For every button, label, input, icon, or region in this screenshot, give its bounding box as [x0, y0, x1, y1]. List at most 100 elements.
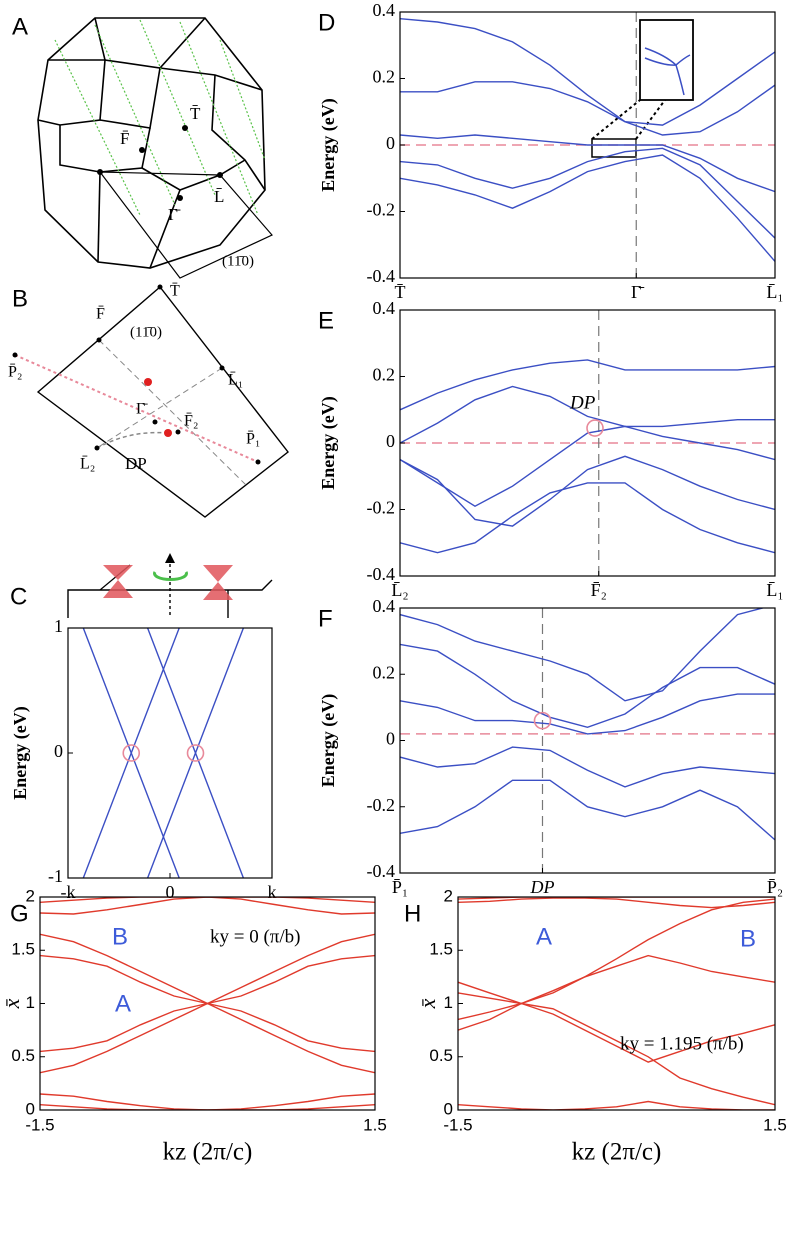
band-line: [400, 779, 775, 841]
y-tick-label: 1: [444, 993, 453, 1012]
panel-label: E: [318, 307, 334, 334]
annotation: ky = 0 (π/b): [210, 926, 301, 947]
b-dashed: [96, 339, 247, 486]
band-line: [40, 897, 375, 903]
y-tick-label: 0.4: [373, 0, 396, 20]
panel-label: H: [404, 900, 421, 927]
label: Γ̄: [168, 205, 181, 224]
y-tick-label: 0.2: [373, 67, 396, 87]
x-tick-label: 1.5: [363, 1115, 387, 1134]
y-tick-label: -0.2: [367, 498, 396, 518]
y-tick-label: 0: [26, 1099, 35, 1118]
panel-label: C: [10, 583, 27, 610]
x-tick-label: L̄₁: [766, 580, 783, 600]
series-group: [40, 897, 375, 1110]
d-inset: [591, 19, 694, 158]
y-tick-label: 0.2: [373, 365, 396, 385]
band-line: [400, 455, 775, 527]
band-line: [146, 628, 245, 878]
x-tick-label: -k: [61, 882, 76, 902]
label: P̄₂: [8, 364, 22, 381]
panel: D -0.4 -0.2 0 0.2 0.4 T̄ Γ̄ L̄₁ Energy (eV): [318, 0, 784, 302]
x-axis-label: kz (2π/c): [163, 1139, 253, 1166]
label: Γ̄: [136, 401, 148, 418]
y-tick-label: -0.4: [367, 266, 396, 286]
band-line: [40, 1104, 375, 1110]
panel: E -0.4 -0.2 0 0.2 0.4 L̄₂ F̄₂ L̄₁ Energy (eV) DP: [318, 298, 784, 600]
y-tick-label: 0.4: [373, 298, 396, 318]
y-tick-label: -0.2: [367, 200, 396, 220]
diagram-a-labels: T̄ F̄ Γ̄ L̄ (11̄0): [120, 104, 254, 270]
y-tick-label: -0.4: [367, 564, 396, 584]
y-tick-label: 1.5: [429, 940, 453, 959]
y-tick-label: 0.5: [11, 1046, 35, 1065]
x-tick-label: F̄₂: [591, 580, 607, 600]
band-line: [400, 359, 775, 411]
panel: G 0 0.5 1 1.5 2 -1.5 1.5 x̄ kz (2π/c) A B ky = 0 (π/…: [0, 886, 387, 1165]
panel: F -0.4 -0.2 0 0.2 0.4 P̄₁ DP P̄₂ Energy (eV): [318, 596, 783, 897]
panel: C -1 0 1 -k 0 k Energy (eV): [10, 583, 277, 902]
y-tick-label: 0.2: [373, 662, 396, 682]
band-line: [400, 425, 775, 508]
band-line: [40, 954, 375, 1053]
y-tick-label: -0.2: [367, 795, 396, 815]
plane-lines: [54, 19, 266, 216]
label: T̄: [190, 104, 201, 123]
brillouin-zone: [37, 17, 266, 269]
x-tick-label: DP: [530, 877, 555, 897]
label: F̄: [120, 129, 129, 148]
panel-label: B: [12, 285, 28, 312]
y-tick-label: 1: [26, 993, 35, 1012]
label: F̄: [96, 306, 105, 323]
band-line: [400, 746, 775, 788]
crossing-marker: [533, 711, 552, 730]
panel: H 0 0.5 1 1.5 2 -1.5 1.5 x̄ kz (2π/c) A Bky = 1.195…: [404, 886, 787, 1165]
band-line: [458, 954, 775, 1031]
label: L̄₁: [228, 372, 243, 389]
x-tick-label: L̄₂: [391, 580, 408, 600]
diagram-b-labels: T̄ F̄ (11̄0) L̄₁ Γ̄ F̄₂ P̄₂ P̄₁ L̄₂ DP: [8, 283, 260, 473]
label: L̄₂: [80, 456, 95, 473]
band-line: [400, 385, 775, 444]
y-tick-label: 2: [26, 886, 35, 905]
annotation: A: [536, 923, 552, 950]
y-tick-label: 0: [386, 729, 395, 749]
band-line: [400, 608, 766, 702]
x-tick-label: 0: [166, 882, 175, 902]
y-axis-label: Energy (eV): [318, 396, 339, 489]
x-axis-label: kz (2π/c): [572, 1139, 662, 1166]
band-line: [40, 1093, 375, 1110]
annotation: ky = 1.195 (π/b): [620, 1033, 744, 1054]
y-axis-label: Energy (eV): [318, 98, 339, 191]
series-group: [400, 18, 775, 262]
panel-label: D: [318, 9, 335, 36]
y-tick-label: 0: [386, 431, 395, 451]
y-tick-label: -1: [48, 866, 63, 886]
surface-plane: [98, 171, 273, 279]
band-line: [400, 693, 775, 735]
annotation: B: [112, 923, 128, 950]
x-tick-label: P̄₂: [767, 877, 783, 897]
x-tick-label: 1.5: [763, 1115, 787, 1134]
band-line: [458, 992, 775, 1063]
y-tick-label: 1: [54, 616, 63, 636]
series-group: [458, 897, 775, 1110]
panel-label: G: [10, 900, 29, 927]
crossing-marker: [122, 744, 141, 762]
panel-label: F: [318, 605, 333, 632]
c-schematic: [67, 553, 273, 618]
x-tick-label: -1.5: [443, 1115, 472, 1134]
crossing-marker: [186, 744, 205, 762]
x-tick-label: -1.5: [25, 1115, 54, 1134]
surface-bz: [36, 285, 289, 518]
path-line: [14, 354, 259, 463]
band-line: [458, 1002, 775, 1106]
band-line: [400, 147, 775, 239]
b-points: [12, 284, 261, 465]
y-tick-label: 0.4: [373, 596, 396, 616]
label: (11̄0): [130, 324, 162, 340]
y-axis-label: x̄: [0, 998, 24, 1009]
